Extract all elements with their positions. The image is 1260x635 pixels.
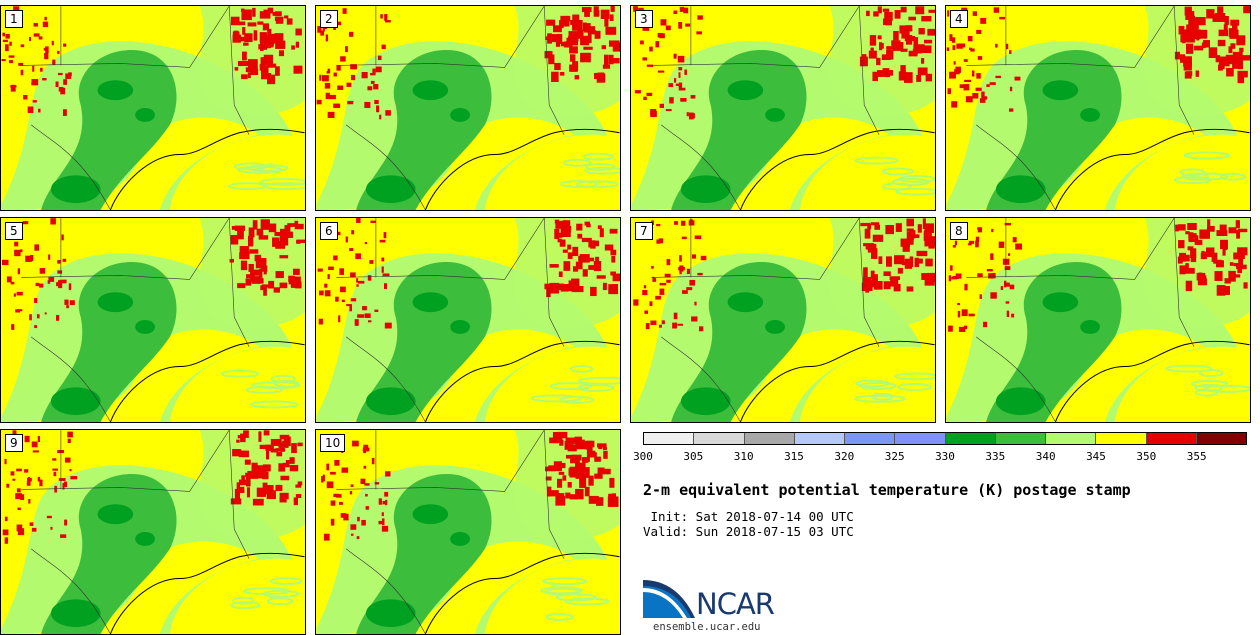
ncar-logo-icon [643, 580, 695, 618]
ensemble-member-panel: 4 [945, 5, 1251, 211]
theta-e-field [316, 430, 620, 634]
ensemble-member-panel: 2 [315, 5, 621, 211]
theta-e-field [631, 218, 935, 422]
member-label: 5 [5, 222, 23, 240]
theta-e-field [1, 6, 305, 210]
colorbar-tick-label: 300 [633, 450, 653, 463]
colorbar-segment [644, 433, 695, 444]
member-label: 3 [635, 10, 653, 28]
ensemble-member-panel: 7 [630, 217, 936, 423]
member-label: 1 [5, 10, 23, 28]
ensemble-member-panel: 1 [0, 5, 306, 211]
colorbar-tick-label: 350 [1136, 450, 1157, 463]
member-label: 7 [635, 222, 653, 240]
colorbar-ticks: 300 305 310 315 320 325 330 335 340 345 350 355 [633, 450, 1247, 466]
member-label: 2 [320, 10, 338, 28]
colorbar-tick-label: 330 [935, 450, 955, 463]
colorbar-tick-label: 340 [1035, 450, 1056, 463]
colorbar-segment [794, 433, 845, 444]
theta-e-field [946, 218, 1250, 422]
ensemble-member-panel: 6 [315, 217, 621, 423]
theta-e-field [316, 218, 620, 422]
theta-e-field [1, 218, 305, 422]
colorbar-tick-label: 305 [683, 450, 704, 463]
ensemble-member-panel: 9 [0, 429, 306, 635]
colorbar-segment [1146, 433, 1197, 444]
init-time: Init: Sat 2018-07-14 00 UTC [643, 509, 854, 524]
theta-e-field [631, 6, 935, 210]
figure-title: 2-m equivalent potential temperature (K)… [643, 481, 1131, 499]
ensemble-member-panel: 5 [0, 217, 306, 423]
theta-e-field [316, 6, 620, 210]
colorbar [643, 432, 1247, 445]
colorbar-tick-label: 310 [733, 450, 754, 463]
colorbar-segment [694, 433, 745, 444]
colorbar-tick-label: 355 [1186, 450, 1207, 463]
colorbar-tick-label: 320 [834, 450, 855, 463]
colorbar-segment [895, 433, 946, 444]
colorbar-segment [945, 433, 996, 444]
colorbar-tick-label: 335 [985, 450, 1006, 463]
member-label: 10 [320, 434, 346, 452]
colorbar-segment [845, 433, 896, 444]
ensemble-member-panel: 8 [945, 217, 1251, 423]
member-label: 9 [5, 434, 23, 452]
ncar-logo-text: NCAR [696, 587, 775, 621]
valid-time: Valid: Sun 2018-07-15 03 UTC [643, 524, 854, 539]
ensemble-member-panel: 10 [315, 429, 621, 635]
ensemble-member-panel: 3 [630, 5, 936, 211]
colorbar-tick-label: 345 [1086, 450, 1106, 463]
theta-e-field [946, 6, 1250, 210]
member-label: 8 [950, 222, 968, 240]
colorbar-segment [1096, 433, 1147, 444]
theta-e-field [1, 430, 305, 634]
colorbar-tick-label: 325 [884, 450, 905, 463]
member-label: 6 [320, 222, 338, 240]
colorbar-tick-label: 315 [784, 450, 804, 463]
website-url: ensemble.ucar.edu [653, 621, 761, 633]
colorbar-segment [995, 433, 1046, 444]
colorbar-segment [1196, 433, 1246, 444]
colorbar-segment [1046, 433, 1097, 444]
member-label: 4 [950, 10, 968, 28]
colorbar-segment [744, 433, 795, 444]
